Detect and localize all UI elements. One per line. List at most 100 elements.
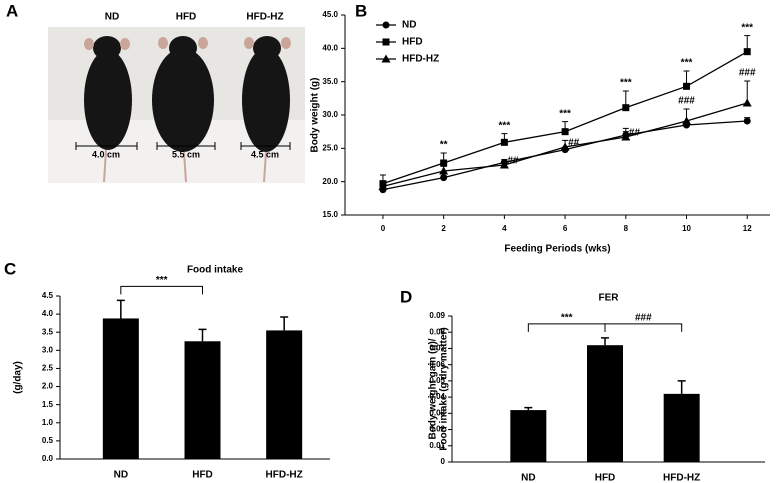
x-tick-label: 12	[743, 224, 752, 233]
y-tick-label: 0.03	[429, 408, 445, 417]
marker	[561, 128, 569, 136]
marker	[439, 166, 449, 175]
x-tick-label: HFD	[595, 473, 616, 483]
legend-label: HFD-HZ	[402, 54, 439, 65]
marker	[743, 48, 751, 56]
y-tick-label: 0.04	[429, 392, 445, 401]
y-tick-label: 20.0	[322, 177, 338, 186]
bar	[184, 341, 221, 459]
x-tick-label: 6	[563, 224, 568, 233]
panel-label: C	[4, 259, 16, 278]
x-tick-label: 4	[502, 224, 507, 233]
legend-marker	[382, 38, 390, 46]
panel-label: B	[355, 1, 367, 20]
annotation: ***	[559, 108, 571, 119]
marker	[743, 117, 751, 125]
group-label: HFD	[176, 12, 197, 23]
annotation: ***	[741, 22, 753, 33]
bracket	[604, 323, 683, 332]
marker	[622, 104, 630, 112]
y-tick-label: 0.07	[429, 344, 445, 353]
group-label: ND	[105, 12, 119, 23]
annotation: ###	[739, 68, 756, 79]
annotation: ###	[678, 96, 695, 107]
y-axis-label: Food intake (g dry matter)	[439, 327, 450, 450]
error-bar	[198, 328, 207, 342]
y-tick-label: 35.0	[322, 77, 338, 86]
y-tick-label: 0.09	[429, 311, 445, 320]
error-bar	[601, 337, 609, 346]
bracket	[120, 285, 203, 295]
legend-label: ND	[402, 20, 416, 31]
annotation: ##	[568, 138, 580, 149]
y-tick-label: 0.02	[429, 425, 445, 434]
x-tick-label: 8	[624, 224, 629, 233]
y-axis-label: (g/day)	[13, 361, 24, 394]
y-tick-label: 1.0	[42, 418, 54, 427]
y-tick-label: 30.0	[322, 110, 338, 119]
y-tick-label: 2.5	[42, 364, 54, 373]
tails	[103, 149, 267, 183]
scale-bars	[75, 142, 291, 150]
y-tick-label: 40.0	[322, 43, 338, 52]
annotation: ***	[681, 58, 693, 69]
marker	[378, 181, 388, 190]
x-tick-label: HFD-HZ	[663, 473, 700, 483]
bracket	[527, 323, 606, 332]
y-tick-label: 3.0	[42, 345, 54, 354]
error-bar	[524, 406, 533, 411]
error-bar	[677, 380, 686, 394]
y-tick-label: 25.0	[322, 143, 338, 152]
annotation: ##	[507, 156, 519, 167]
annotation: ##	[629, 128, 641, 139]
bar	[266, 330, 303, 459]
y-tick-label: 2.0	[42, 382, 54, 391]
annotation: ***	[561, 313, 573, 324]
marker	[499, 160, 509, 169]
annotation: ***	[156, 275, 168, 286]
y-tick-label: 0.0	[42, 454, 54, 463]
chart-title: Food intake	[187, 265, 244, 276]
panel-label: A	[6, 1, 18, 20]
x-tick-label: HFD-HZ	[266, 470, 303, 481]
x-tick-label: HFD	[192, 470, 213, 481]
y-tick-label: 45.0	[322, 10, 338, 19]
x-tick-label: ND	[521, 473, 535, 483]
y-tick-label: 3.5	[42, 327, 54, 336]
x-tick-label: 0	[381, 224, 386, 233]
group-label: HFD-HZ	[246, 12, 283, 23]
y-tick-label: 4.0	[42, 309, 54, 318]
y-tick-label: 4.5	[42, 291, 54, 300]
marker	[500, 138, 508, 146]
y-tick-label: 0.08	[429, 327, 445, 336]
x-tick-label: 10	[682, 224, 691, 233]
y-tick-label: 1.5	[42, 400, 54, 409]
annotation: ***	[499, 120, 511, 131]
error-bar	[280, 316, 289, 331]
panel-label: D	[400, 287, 412, 306]
y-tick-label: 15.0	[322, 210, 338, 219]
y-tick-label: 0	[441, 457, 446, 466]
bar	[587, 345, 623, 462]
marker	[742, 98, 752, 107]
y-tick-label: 0.01	[429, 441, 445, 450]
marker	[682, 116, 692, 125]
annotation: ###	[635, 313, 652, 324]
marker	[683, 82, 691, 90]
bar	[663, 393, 700, 462]
x-axis-label: Feeding Periods (wks)	[504, 244, 610, 255]
annotation: **	[440, 140, 448, 151]
legend-label: HFD	[402, 37, 423, 48]
marker	[440, 174, 448, 182]
photo-panel: A ND HFD HFD-HZ 4.0 cm 5.5 cm 4.5 cm	[6, 1, 305, 183]
scale-label: 5.5 cm	[172, 149, 200, 159]
y-axis-label: Body weight gain (g)/	[428, 338, 439, 439]
y-tick-label: 0.5	[42, 436, 54, 445]
marker	[440, 159, 448, 167]
y-tick-label: 0.05	[429, 376, 445, 385]
marker	[621, 132, 631, 141]
annotation: ***	[620, 78, 632, 89]
mice	[84, 36, 291, 152]
scale-label: 4.5 cm	[251, 149, 279, 159]
